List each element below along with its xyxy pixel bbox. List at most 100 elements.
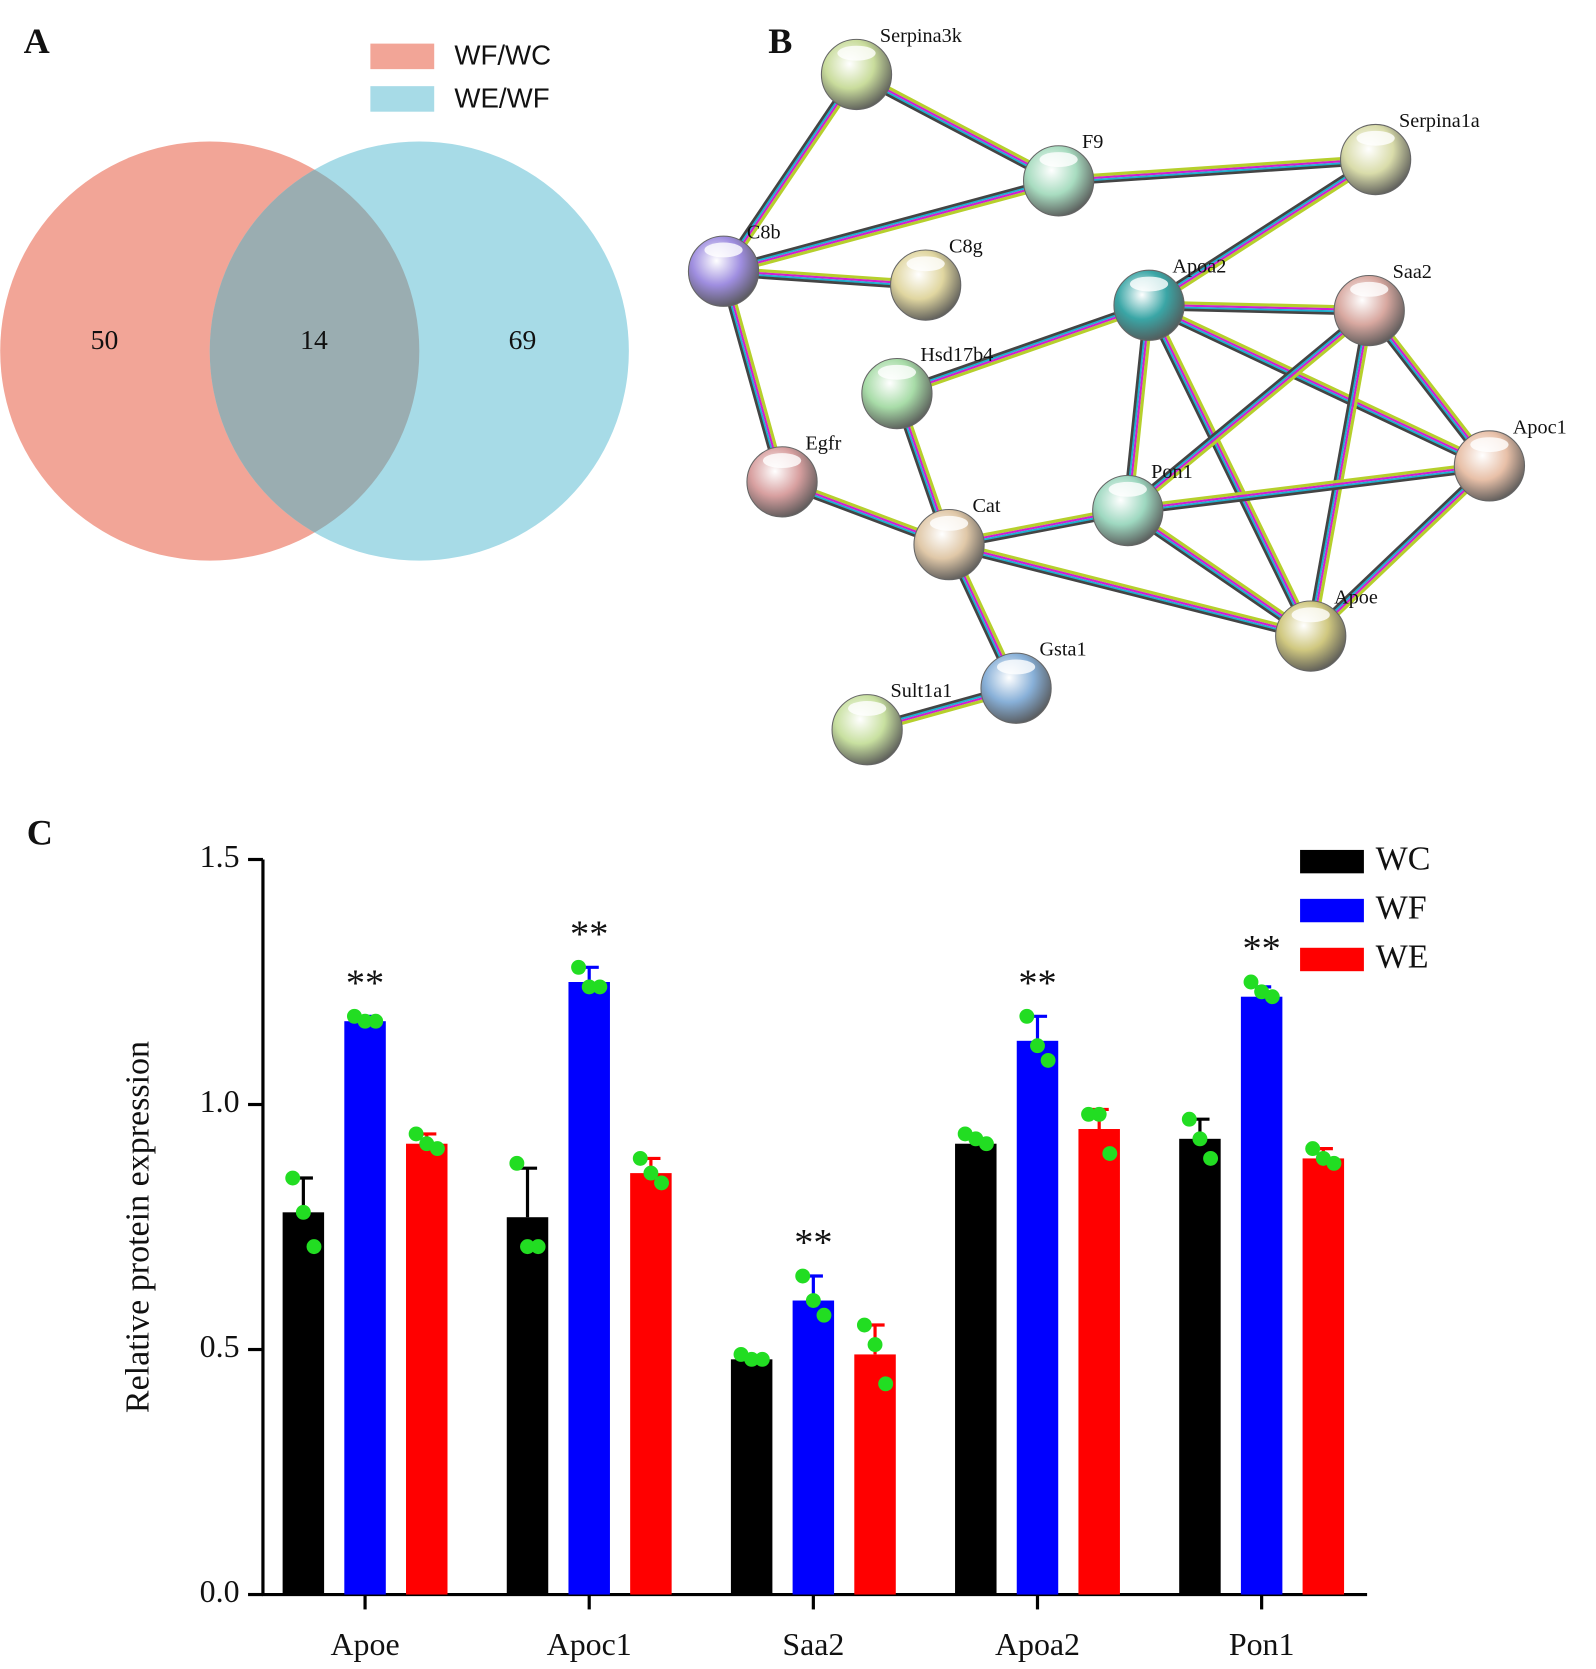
legend-label: WC [1376,840,1431,877]
node [1022,145,1095,217]
node-label: C8g [949,235,983,257]
edge-band [719,71,855,270]
data-point [1203,1150,1219,1166]
edge-band [1148,307,1370,316]
y-tick-label: 1.0 [200,1084,240,1119]
edge-band [720,271,782,483]
node [687,235,760,307]
edge-band [1311,467,1493,640]
edge-band [1312,310,1374,637]
node-label: Serpina1a [1399,110,1480,132]
edge [1148,300,1370,316]
node-highlight [906,256,945,272]
bar [1016,1040,1059,1595]
legend-swatch [1300,898,1364,923]
edge-band [1149,300,1370,310]
node-label: Sult1a1 [891,680,953,702]
edge-band [1149,303,1370,312]
node [861,357,933,430]
data-point [754,1351,770,1367]
edge [1307,462,1493,640]
edge [1127,461,1491,516]
data-point [408,1126,424,1142]
y-tick-label: 1.5 [200,839,240,874]
node-highlight [1129,276,1169,292]
data-point [592,979,608,995]
data-point [744,1351,760,1367]
legend-swatch [370,86,435,112]
edge-band [1148,159,1377,307]
edge [722,175,1060,276]
edge [718,269,787,484]
edge-band [1144,306,1309,639]
data-point [867,1337,883,1353]
edge-band [897,306,1151,399]
venn-count: 50 [91,324,119,355]
node-highlight [1356,130,1395,146]
node-label: Saa2 [1393,261,1432,283]
edge-band [1148,305,1370,314]
data-point [368,1013,384,1029]
data-point [1081,1106,1096,1122]
data-point [816,1307,832,1323]
edge [1144,303,1316,639]
node [890,249,962,321]
bar [1302,1158,1345,1595]
edge [1146,155,1379,310]
legend-swatch [370,43,435,70]
data-point [1019,1008,1035,1024]
data-point [1192,1131,1208,1147]
data-point [632,1150,648,1166]
legend-label: WF/WC [454,40,551,71]
bar [568,982,610,1595]
edge-band [1305,309,1367,636]
edge-band [1127,466,1490,514]
y-tick-label: 0.0 [200,1574,240,1609]
bar [630,1173,672,1595]
edge-band [723,74,858,273]
edge-band [723,180,1060,273]
x-tick-label: Saa2 [782,1627,844,1662]
edge [1124,306,1373,515]
venn-count: 69 [509,324,537,355]
edge-band [718,271,780,484]
edge-band [1149,160,1379,310]
edge-band [1127,461,1490,510]
panel-label: B [768,21,792,61]
legend-swatch [1300,849,1364,874]
node-label: Apoc1 [1513,416,1567,438]
node-label: Apoa2 [1172,256,1226,278]
data-point [429,1141,445,1157]
edge-band [949,539,1312,635]
bar [344,1021,386,1595]
node-highlight [762,453,802,469]
edge-band [896,302,1149,394]
y-tick-label: 0.5 [200,1329,240,1364]
edge-band [1149,300,1492,465]
x-tick-label: Pon1 [1229,1627,1295,1662]
bar [406,1143,448,1595]
edge-band [1058,154,1376,180]
edge-band [1127,509,1312,637]
data-point [1030,1038,1045,1054]
data-point [1305,1141,1321,1157]
node-highlight [1350,281,1389,297]
x-tick-label: Apoc1 [547,1627,632,1662]
edge-band [896,304,1150,396]
data-point [856,1317,872,1333]
node [1113,269,1185,341]
edge-band [1148,304,1313,637]
node-highlight [1108,481,1147,497]
edge-band [857,70,1061,180]
edge-band [723,270,784,483]
edge-band [1310,310,1371,637]
node [1453,430,1526,502]
edge-band [724,75,861,274]
data-point [1091,1106,1107,1122]
edge [1146,300,1492,471]
node-highlight [847,701,887,716]
significance: ** [1242,928,1280,970]
edge-band [723,182,1060,276]
